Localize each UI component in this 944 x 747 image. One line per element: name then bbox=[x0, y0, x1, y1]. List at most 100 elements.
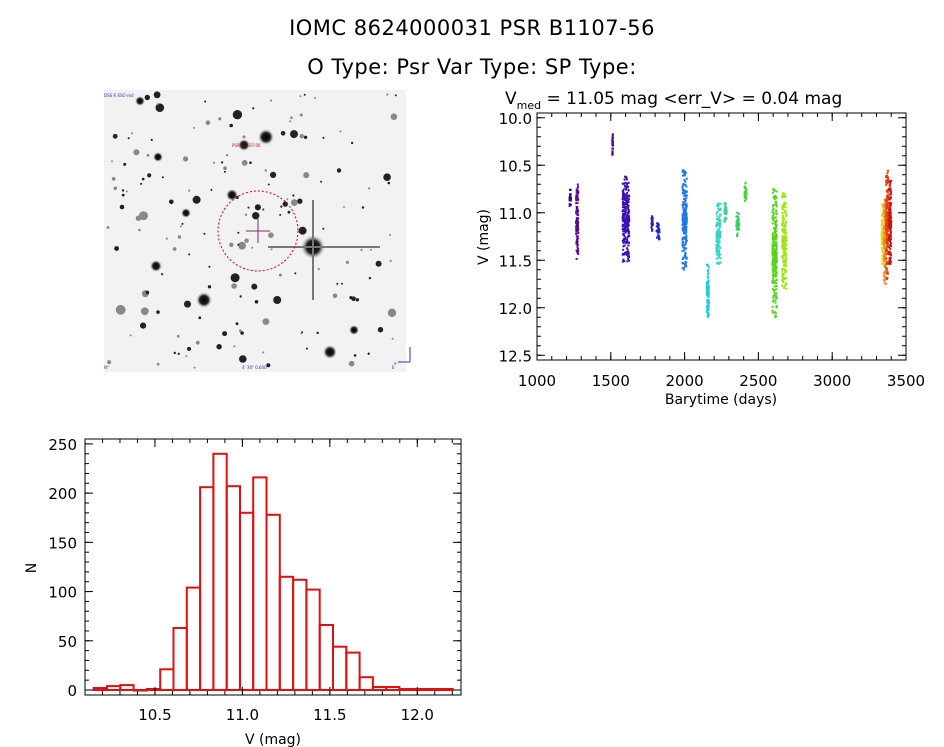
lc-ylabel: V (mag) bbox=[476, 209, 492, 265]
lc-point bbox=[772, 258, 775, 261]
lc-point bbox=[650, 219, 653, 221]
lc-point bbox=[781, 239, 784, 242]
lc-point bbox=[622, 190, 625, 193]
lc-point bbox=[622, 245, 625, 248]
lc-point bbox=[781, 243, 784, 246]
lc-point bbox=[683, 228, 686, 231]
lc-point bbox=[685, 222, 688, 225]
lc-point bbox=[782, 260, 785, 263]
hist-xtick-label: 10.5 bbox=[138, 706, 171, 724]
lc-point bbox=[772, 269, 775, 272]
lc-point bbox=[682, 190, 685, 193]
lc-point bbox=[621, 217, 624, 220]
lc-point bbox=[885, 226, 888, 229]
finder-target-label: PSR B1107-56 bbox=[232, 143, 261, 148]
lc-point bbox=[682, 208, 685, 211]
lc-point bbox=[621, 225, 624, 228]
lc-point bbox=[782, 272, 785, 275]
lc-point bbox=[772, 204, 775, 206]
lc-point bbox=[889, 222, 892, 225]
lc-point bbox=[622, 258, 625, 261]
lc-point bbox=[657, 228, 660, 231]
lc-point bbox=[576, 187, 579, 190]
lc-point bbox=[621, 253, 624, 256]
lc-point bbox=[888, 224, 891, 227]
lc-point bbox=[775, 265, 778, 268]
lc-point bbox=[781, 255, 784, 258]
lc-point bbox=[717, 219, 720, 221]
lc-point bbox=[771, 215, 774, 218]
lc-point bbox=[623, 202, 626, 204]
lc-point bbox=[681, 184, 684, 187]
finder-star bbox=[341, 282, 343, 285]
lc-point bbox=[684, 183, 687, 186]
finder-star bbox=[127, 137, 130, 140]
hist-bar bbox=[238, 511, 255, 691]
lc-point bbox=[625, 182, 628, 185]
lc-point bbox=[886, 221, 889, 224]
finder-label-top-left: DSS R ESO red bbox=[104, 93, 134, 98]
lc-point bbox=[881, 221, 884, 224]
hist-ytick-label: 200 bbox=[48, 485, 77, 503]
lc-point bbox=[888, 221, 891, 224]
lc-point bbox=[774, 221, 777, 223]
finder-star bbox=[230, 273, 240, 283]
hist-bar bbox=[145, 688, 162, 691]
lc-point bbox=[889, 260, 892, 263]
lc-point bbox=[717, 209, 720, 212]
lc-point bbox=[625, 200, 628, 203]
lc-point bbox=[887, 169, 889, 172]
lc-point bbox=[783, 217, 786, 220]
lc-point bbox=[889, 232, 892, 235]
finder-star bbox=[251, 283, 258, 290]
lc-point bbox=[627, 241, 630, 244]
lc-point bbox=[576, 183, 579, 186]
finder-star bbox=[361, 206, 365, 209]
lc-point bbox=[611, 135, 614, 138]
lc-point bbox=[627, 223, 630, 226]
lc-point bbox=[885, 199, 888, 202]
finder-star bbox=[249, 161, 252, 164]
lc-point bbox=[883, 254, 886, 257]
lc-point bbox=[682, 222, 685, 225]
lc-point bbox=[623, 222, 626, 225]
lc-point bbox=[576, 192, 579, 195]
lc-point bbox=[706, 284, 709, 287]
lc-point bbox=[883, 244, 885, 247]
lc-point bbox=[889, 187, 892, 190]
lc-point bbox=[625, 225, 628, 228]
lc-point bbox=[706, 293, 709, 296]
lc-point bbox=[784, 221, 787, 223]
lc-point bbox=[577, 247, 580, 250]
lc-point bbox=[889, 240, 891, 243]
finder-star bbox=[273, 296, 282, 304]
hist-xlabel: V (mag) bbox=[245, 732, 301, 747]
lc-point bbox=[623, 228, 625, 231]
lc-point bbox=[627, 244, 630, 247]
finder-bright-star bbox=[258, 129, 274, 145]
lc-point bbox=[889, 238, 892, 241]
lc-point bbox=[784, 254, 787, 257]
finder-star bbox=[299, 113, 303, 117]
finder-star bbox=[140, 307, 149, 316]
lc-point bbox=[575, 195, 578, 198]
lc-point bbox=[736, 219, 739, 222]
lc-point bbox=[888, 198, 891, 201]
finder-star bbox=[177, 235, 182, 239]
lc-point bbox=[781, 245, 784, 248]
finder-star bbox=[114, 246, 119, 251]
lc-point bbox=[771, 261, 774, 264]
lc-point bbox=[611, 144, 614, 146]
lc-point bbox=[624, 225, 627, 228]
lc-point bbox=[627, 232, 630, 235]
lc-point bbox=[889, 188, 892, 191]
finder-bright-star bbox=[226, 189, 238, 201]
lc-point bbox=[682, 206, 685, 209]
lc-point bbox=[717, 240, 720, 243]
lc-point bbox=[783, 229, 786, 232]
lc-point bbox=[889, 209, 892, 212]
lc-point bbox=[781, 268, 784, 271]
lc-point bbox=[719, 261, 722, 264]
lc-point bbox=[782, 224, 785, 227]
lc-point bbox=[736, 226, 739, 229]
